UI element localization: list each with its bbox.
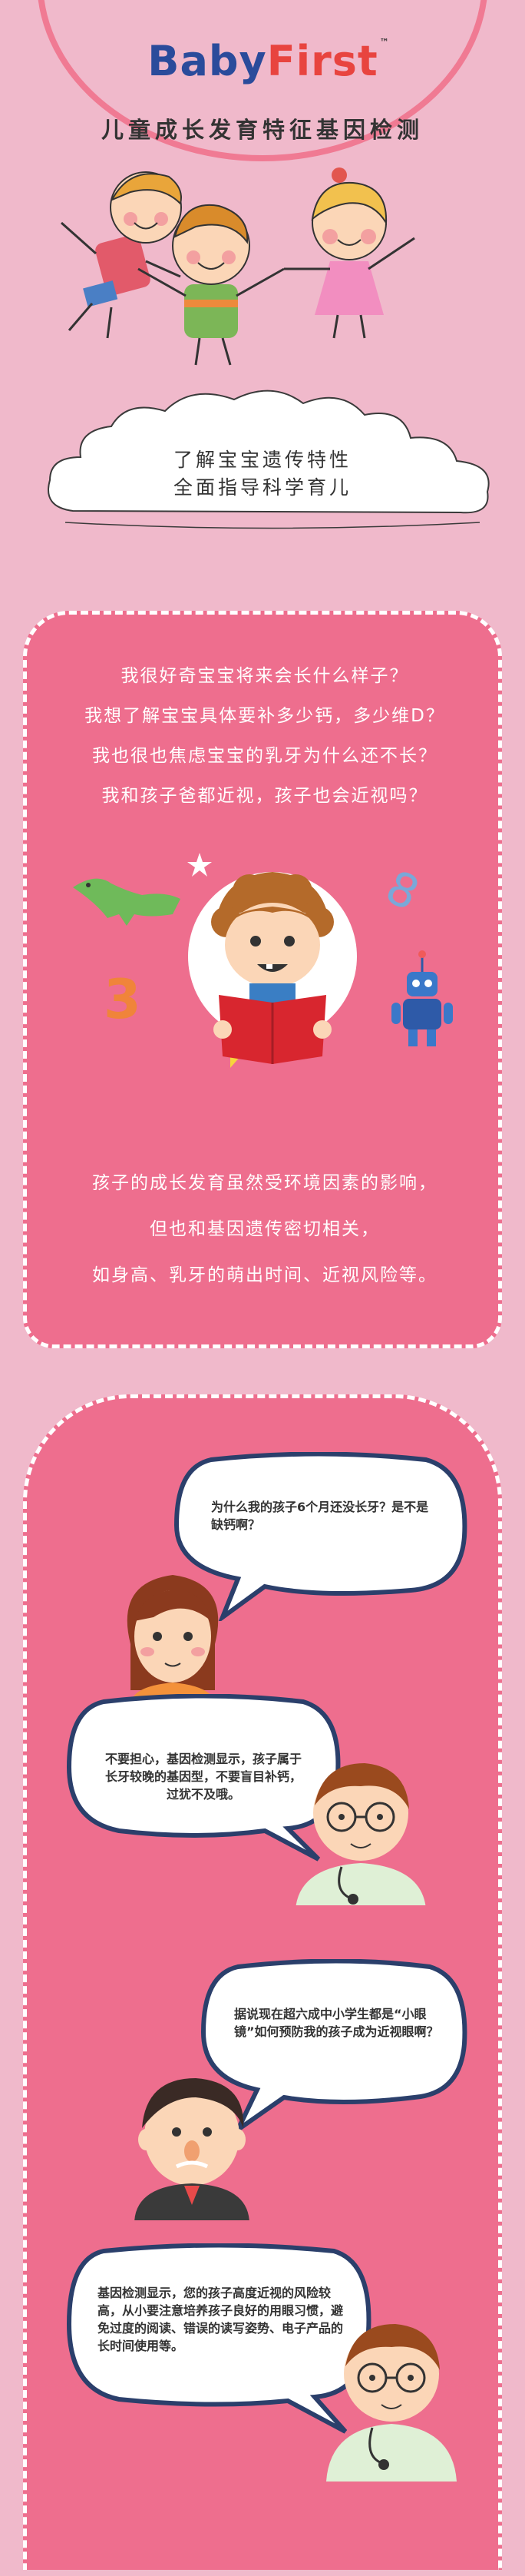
speech-bubble-father (200, 1959, 467, 2136)
reading-kid-illustration: 8 3 (73, 853, 453, 1068)
intro-question-1: 我很好奇宝宝将来会长什么样子？ (121, 666, 409, 686)
slogan-line-2: 全面指导科学育儿 (173, 476, 352, 499)
brand-logo: BabyFirst ™ (115, 37, 422, 85)
dialogue-panel: 为什么我的孩子6个月还没长牙？是不是缺钙啊？ 不要担心，基因检测显示，孩子属于长… (23, 1394, 502, 2570)
speech-bubble-doctor-1 (66, 1694, 341, 1862)
kid-left-figure (61, 171, 182, 339)
cloud-banner (48, 390, 490, 529)
kid-right-figure (284, 167, 415, 339)
dialogue-text-4: 基因检测显示，您的孩子高度近视的风险较高，从小要注意培养孩子良好的用眼习惯，避免… (97, 2286, 344, 2353)
dinosaur-icon (73, 878, 180, 926)
number-eight-icon: 8 (378, 860, 427, 922)
intro-question-3: 我也很也焦虑宝宝的乳牙为什么还不长？ (92, 746, 438, 766)
brand-tm: ™ (379, 37, 390, 48)
kids-illustration (61, 167, 415, 366)
speech-bubble-doctor-2 (66, 2243, 371, 2434)
kid-middle-figure (137, 204, 285, 366)
dialogue-text-1: 为什么我的孩子6个月还没长牙？是不是缺钙啊？ (211, 1500, 429, 1532)
speech-bubble-mother (173, 1452, 467, 1621)
dialogue-text-2: 不要担心，基因检测显示，孩子属于长牙较晚的基因型，不要盲目补钙，过犹不及哦。 (104, 1752, 302, 1802)
intro-panel: 我很好奇宝宝将来会长什么样子？ 我想了解宝宝具体要补多少钙，多少维D？ 我也很也… (23, 611, 502, 1348)
intro-question-4: 我和孩子爸都近视，孩子也会近视吗？ (101, 786, 428, 806)
intro-closing-3: 如身高、乳牙的萌出时间、近视风险等。 (92, 1265, 438, 1285)
number-three-icon: 3 (104, 968, 141, 1031)
father-avatar (134, 2078, 249, 2220)
slogan-line-1: 了解宝宝遗传特性 (173, 449, 352, 471)
page-subtitle: 儿童成长发育特征基因检测 (101, 117, 424, 143)
brand-right: First (266, 37, 378, 85)
doctor-avatar-1 (296, 1763, 426, 1905)
reading-kid-figure (211, 872, 334, 1064)
star-icon (187, 853, 212, 877)
brand-left: Baby (147, 37, 267, 85)
intro-question-2: 我想了解宝宝具体要补多少钙，多少维D？ (84, 706, 445, 726)
mother-avatar (127, 1575, 219, 1706)
intro-closing-1: 孩子的成长发育虽然受环境因素的影响， (92, 1173, 438, 1193)
dialogue-text-3: 据说现在超六成中小学生都是“小眼镜”如何预防我的孩子成为近视眼啊？ (234, 2007, 439, 2039)
intro-closing-2: 但也和基因遗传密切相关， (150, 1219, 380, 1239)
doctor-avatar-2 (326, 2324, 457, 2482)
robot-icon (391, 950, 453, 1046)
